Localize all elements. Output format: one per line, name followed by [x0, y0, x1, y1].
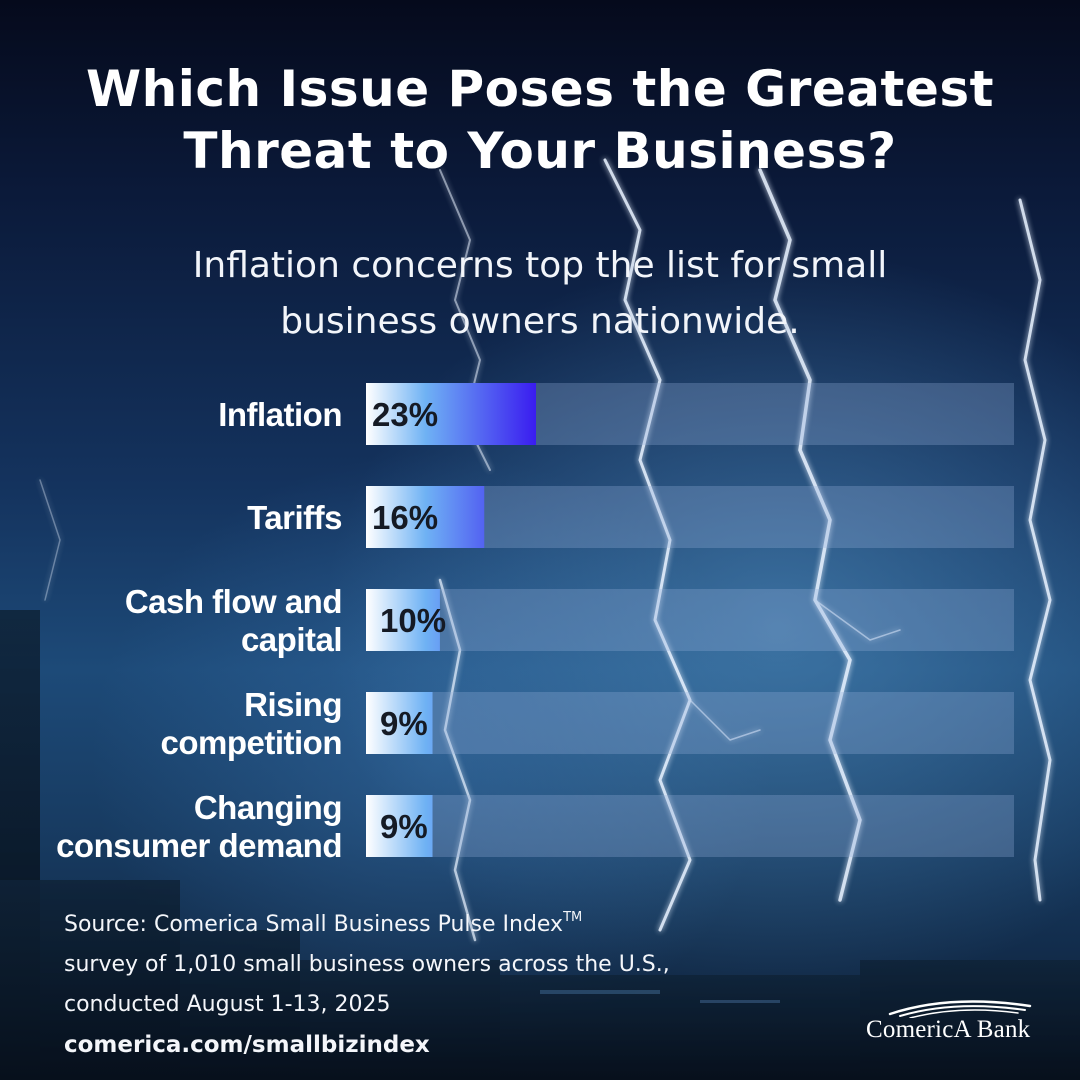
chart-title-line-2: Threat to Your Business?	[183, 122, 897, 180]
value-label: 23%	[372, 396, 438, 433]
category-label-line: Changing	[194, 789, 342, 826]
category-label: Changing consumer demand	[56, 789, 342, 864]
bar-track	[366, 795, 1014, 857]
category-label: Inflation	[218, 396, 342, 433]
source-line-3: conducted August 1-13, 2025	[64, 992, 391, 1017]
category-label: Rising competition	[161, 686, 343, 761]
bar	[366, 692, 433, 754]
chart-title: Which Issue Poses the Greatest Threat to…	[0, 58, 1080, 182]
category-label-line: consumer demand	[56, 827, 342, 864]
category-label-line: Rising	[244, 686, 342, 723]
bar	[366, 383, 536, 445]
bar	[366, 795, 433, 857]
category-label-line: capital	[241, 621, 342, 658]
category-label-line: Inflation	[218, 396, 342, 433]
value-label: 9%	[380, 808, 428, 845]
value-label: 9%	[380, 705, 428, 742]
logo-comerica-bank: ComericA Bank	[860, 996, 1050, 1052]
source-line-1: Source: Comerica Small Business Pulse In…	[64, 898, 824, 945]
bar-track	[366, 692, 1014, 754]
category-label: Tariffs	[247, 499, 342, 536]
logo-swoosh-icon	[888, 1000, 1032, 1018]
logo-text: ComericA Bank	[866, 1016, 1031, 1043]
chart-subtitle-line-2: business owners nationwide.	[280, 301, 800, 342]
category-label-line: competition	[161, 724, 343, 761]
bar-track	[366, 589, 1014, 651]
value-label: 10%	[380, 602, 446, 639]
source-line-2: survey of 1,010 small business owners ac…	[64, 952, 670, 977]
chart-body: 23% Inflation 16% Tariffs 10% Cash flow and ca…	[56, 383, 1014, 864]
category-label: Cash flow and capital	[125, 583, 342, 658]
chart-subtitle-line-1: Inflation concerns top the list for smal…	[192, 245, 888, 286]
source-note: Source: Comerica Small Business Pulse In…	[64, 898, 824, 1065]
chart-title-line-1: Which Issue Poses the Greatest	[85, 60, 995, 118]
bar	[366, 589, 440, 651]
trademark-mark: TM	[563, 910, 583, 925]
category-label-line: Cash flow and	[125, 583, 342, 620]
bar	[366, 486, 485, 548]
category-label-line: Tariffs	[247, 499, 342, 536]
source-url: comerica.com/smallbizindex	[64, 1032, 430, 1058]
value-label: 16%	[372, 499, 438, 536]
chart-subtitle: Inflation concerns top the list for smal…	[150, 238, 930, 350]
source-line-1-text: Source: Comerica Small Business Pulse In…	[64, 912, 564, 937]
